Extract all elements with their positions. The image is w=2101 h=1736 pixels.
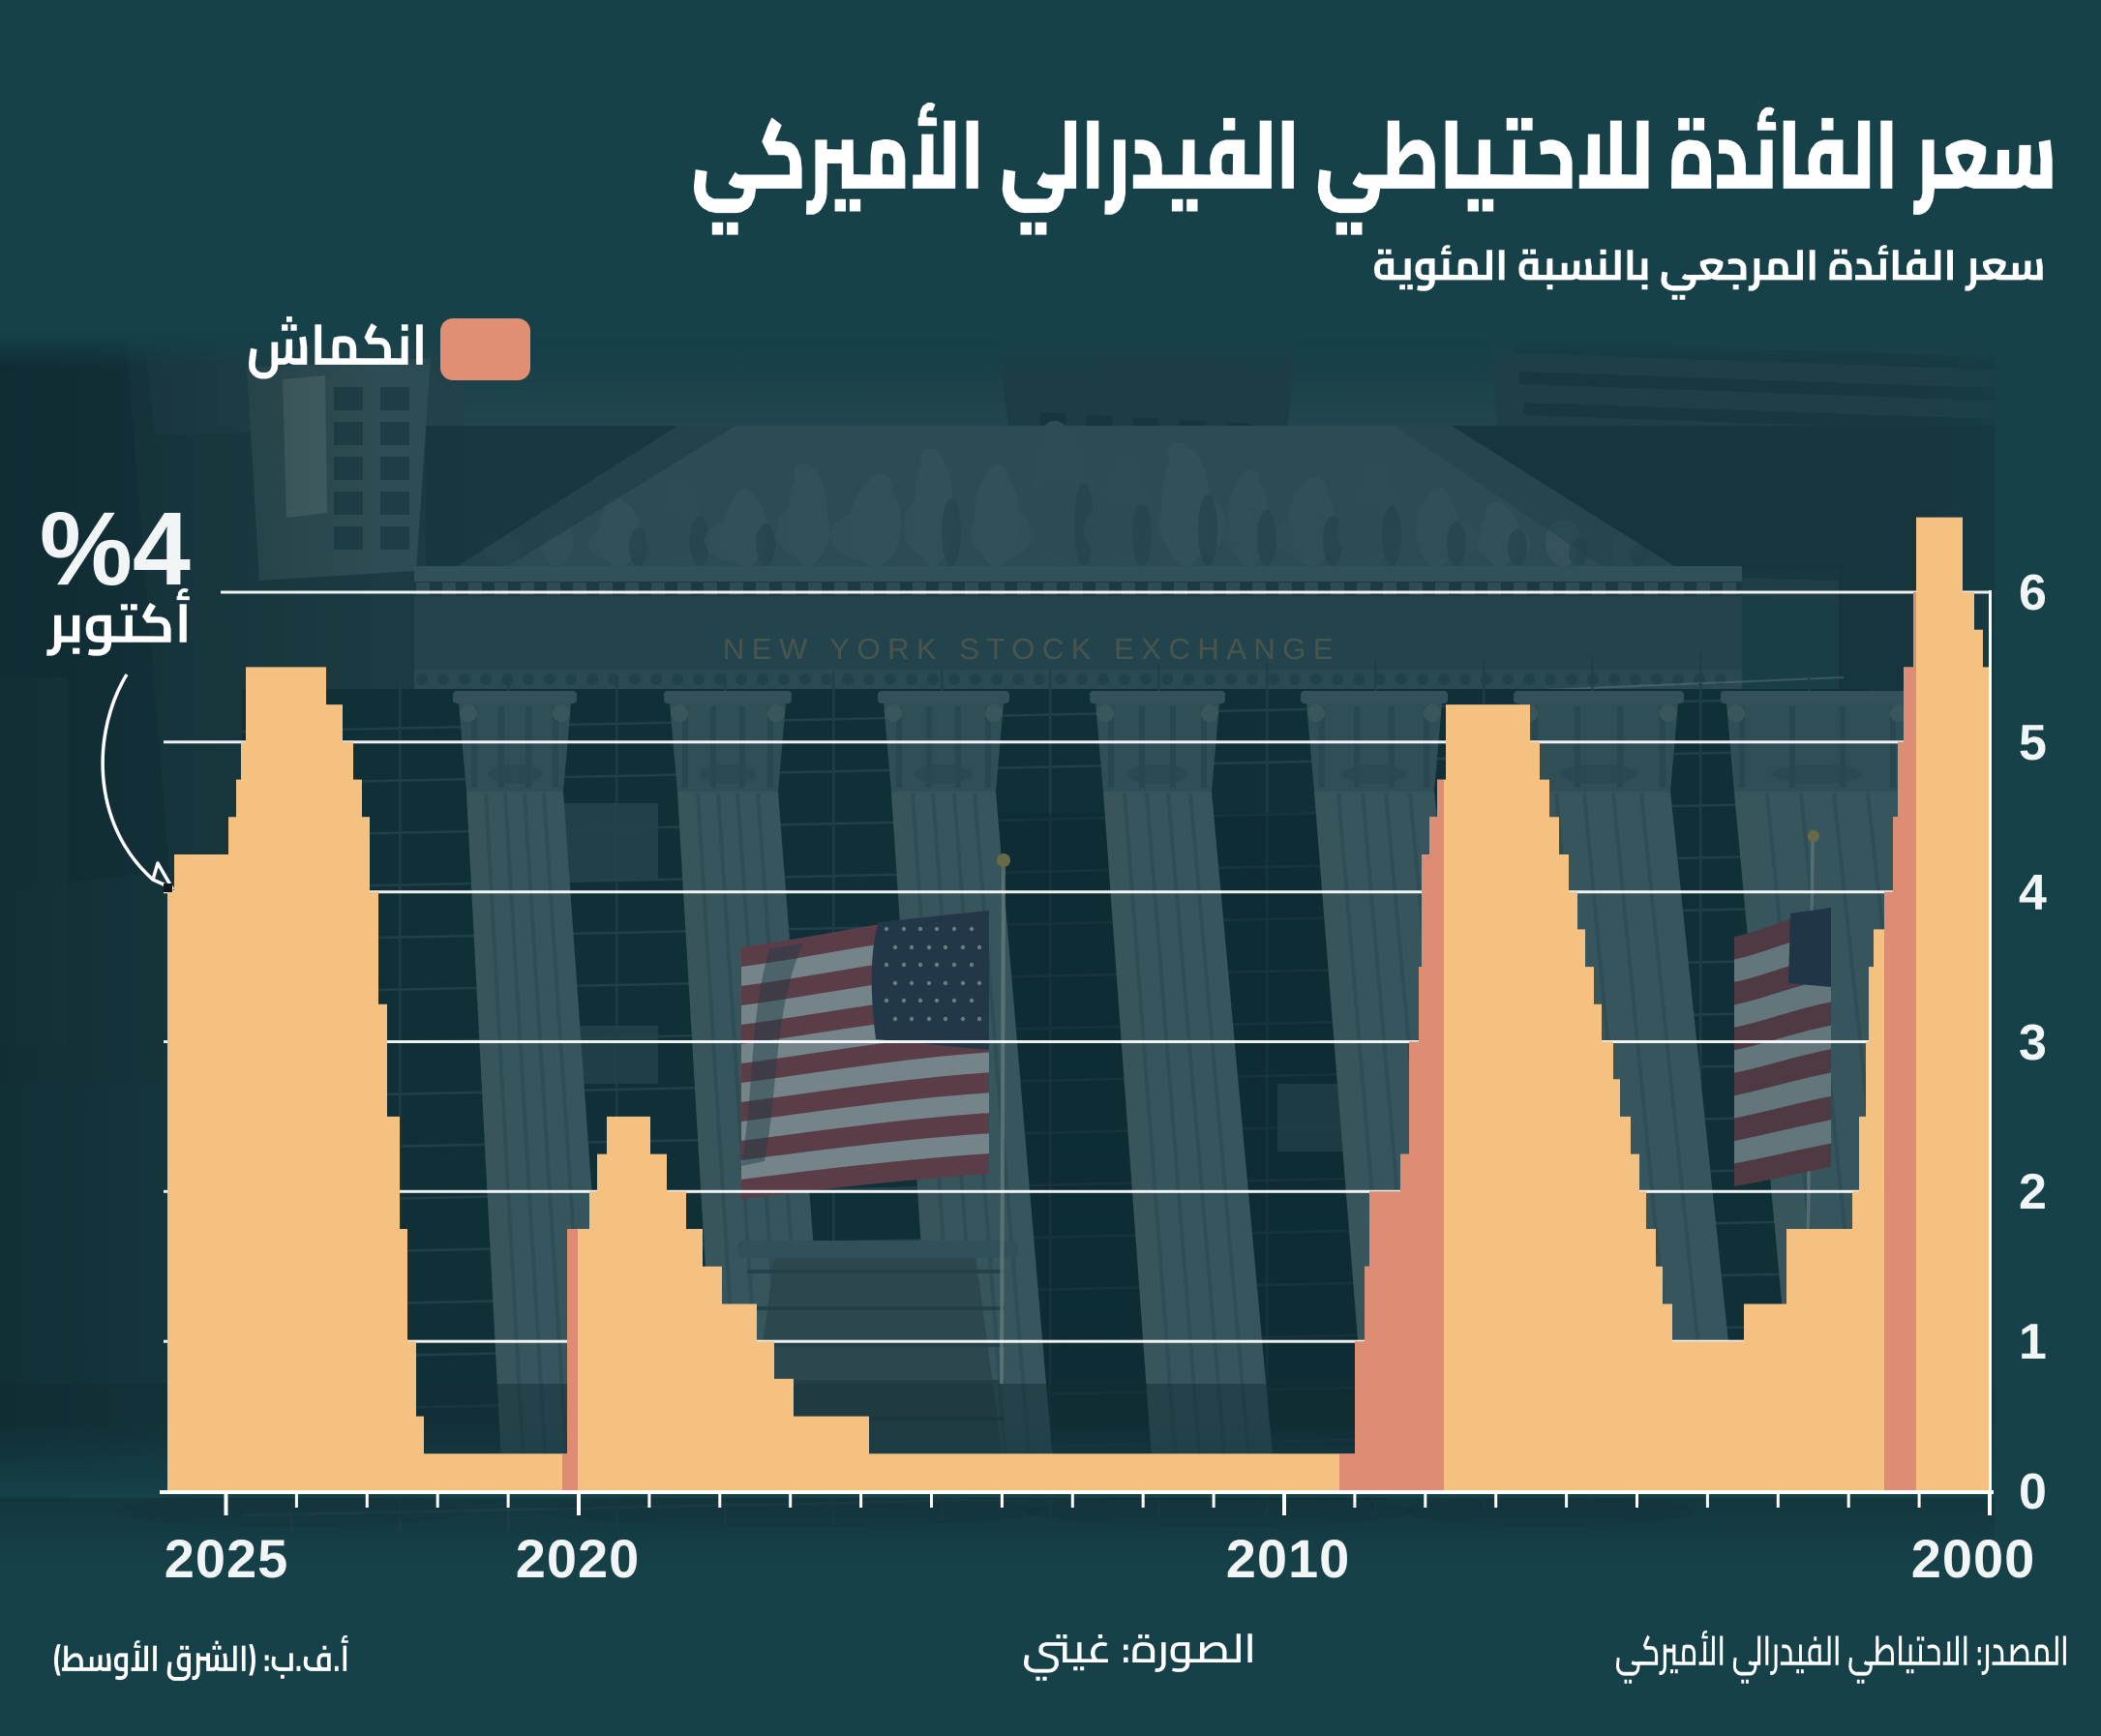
svg-text:0: 0 [2019, 1464, 2047, 1520]
svg-text:%4: %4 [40, 490, 191, 607]
svg-text:6: 6 [2019, 565, 2047, 621]
svg-text:2020: 2020 [516, 1528, 641, 1589]
svg-text:1: 1 [2019, 1314, 2047, 1370]
svg-text:2000: 2000 [1911, 1528, 2036, 1589]
svg-text:4: 4 [2019, 865, 2047, 921]
svg-text:5: 5 [2019, 715, 2047, 771]
svg-text:3: 3 [2019, 1015, 2047, 1071]
svg-text:2025: 2025 [165, 1528, 289, 1589]
svg-text:2: 2 [2019, 1164, 2047, 1220]
svg-text:2010: 2010 [1226, 1528, 1351, 1589]
